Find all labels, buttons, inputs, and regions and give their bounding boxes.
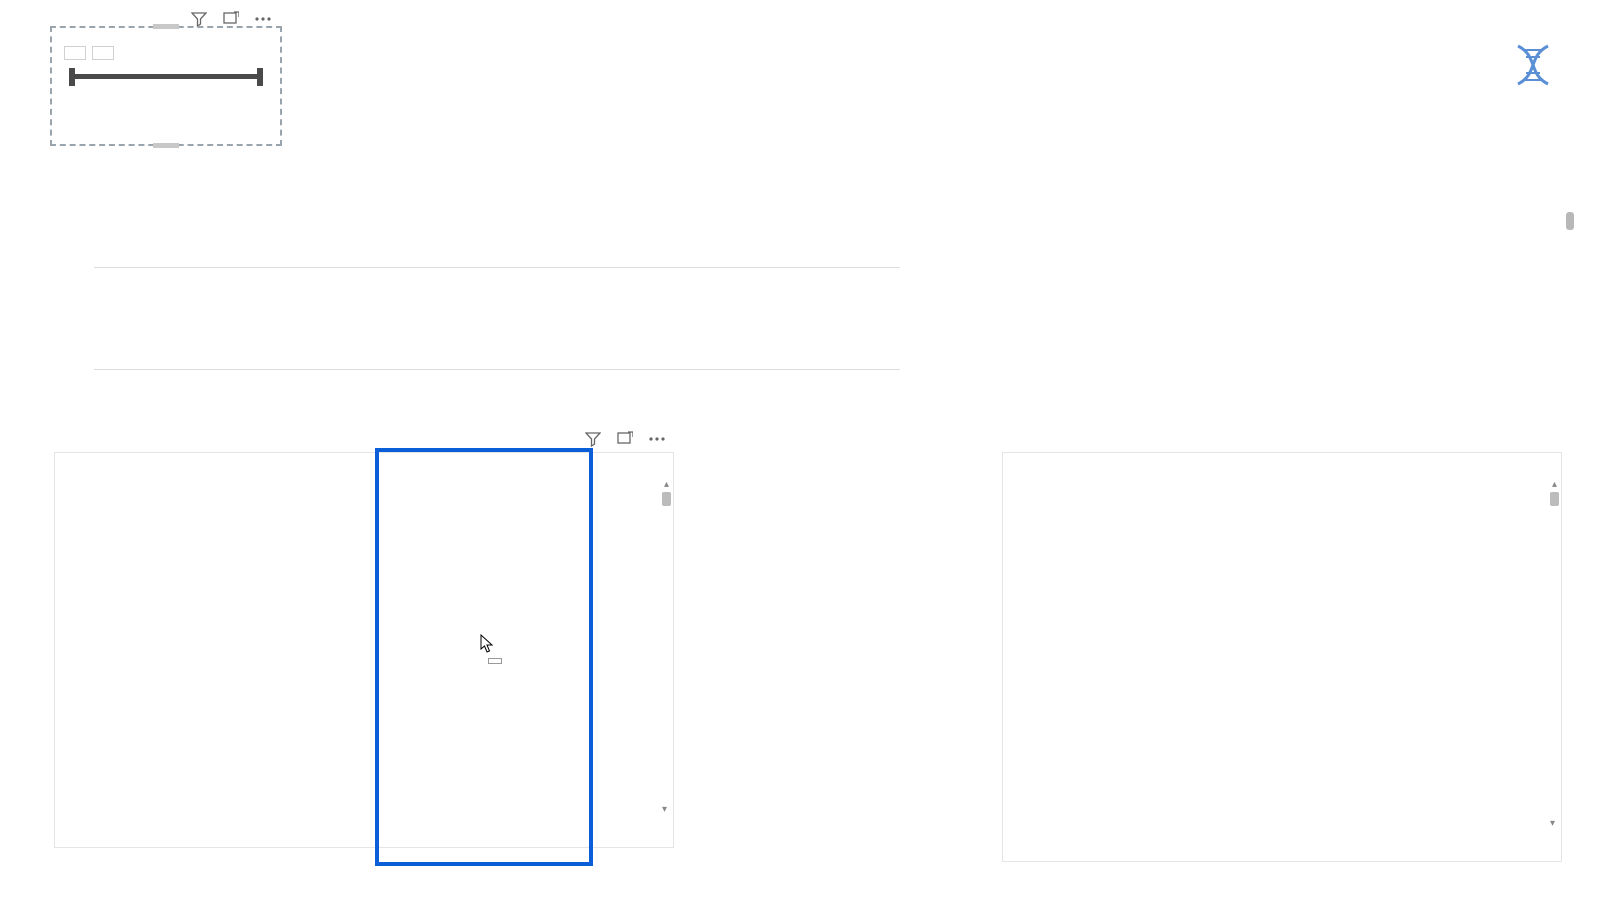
slider-thumb-right[interactable] [257,68,263,86]
tooltip [488,658,502,664]
orders-by-date-table[interactable]: ▴▾ [54,452,674,848]
slicer-slider[interactable] [70,74,262,79]
resize-handle[interactable] [153,24,179,29]
slicer-end-date[interactable] [92,46,114,60]
filter-icon[interactable] [584,430,602,448]
col-chart-legend [56,216,900,232]
more-icon[interactable] [648,430,666,448]
date-slicer[interactable] [50,26,282,146]
mouse-cursor [480,634,494,654]
slider-thumb-left[interactable] [69,68,75,86]
orders-column-chart[interactable] [50,216,900,416]
logo [1510,42,1570,88]
dna-icon [1510,42,1556,88]
table-scrollbar[interactable]: ▴▾ [662,479,671,815]
slicer-start-date[interactable] [64,46,86,60]
chart-scrollbar[interactable] [1566,212,1574,230]
table-toolbar [584,430,666,448]
table-scrollbar[interactable]: ▴▾ [1550,479,1559,829]
focus-icon[interactable] [616,430,634,448]
order-details-table[interactable]: ▴▾ [1002,452,1562,862]
top-customers-bar-chart[interactable] [1070,212,1560,218]
resize-handle[interactable] [153,143,179,148]
